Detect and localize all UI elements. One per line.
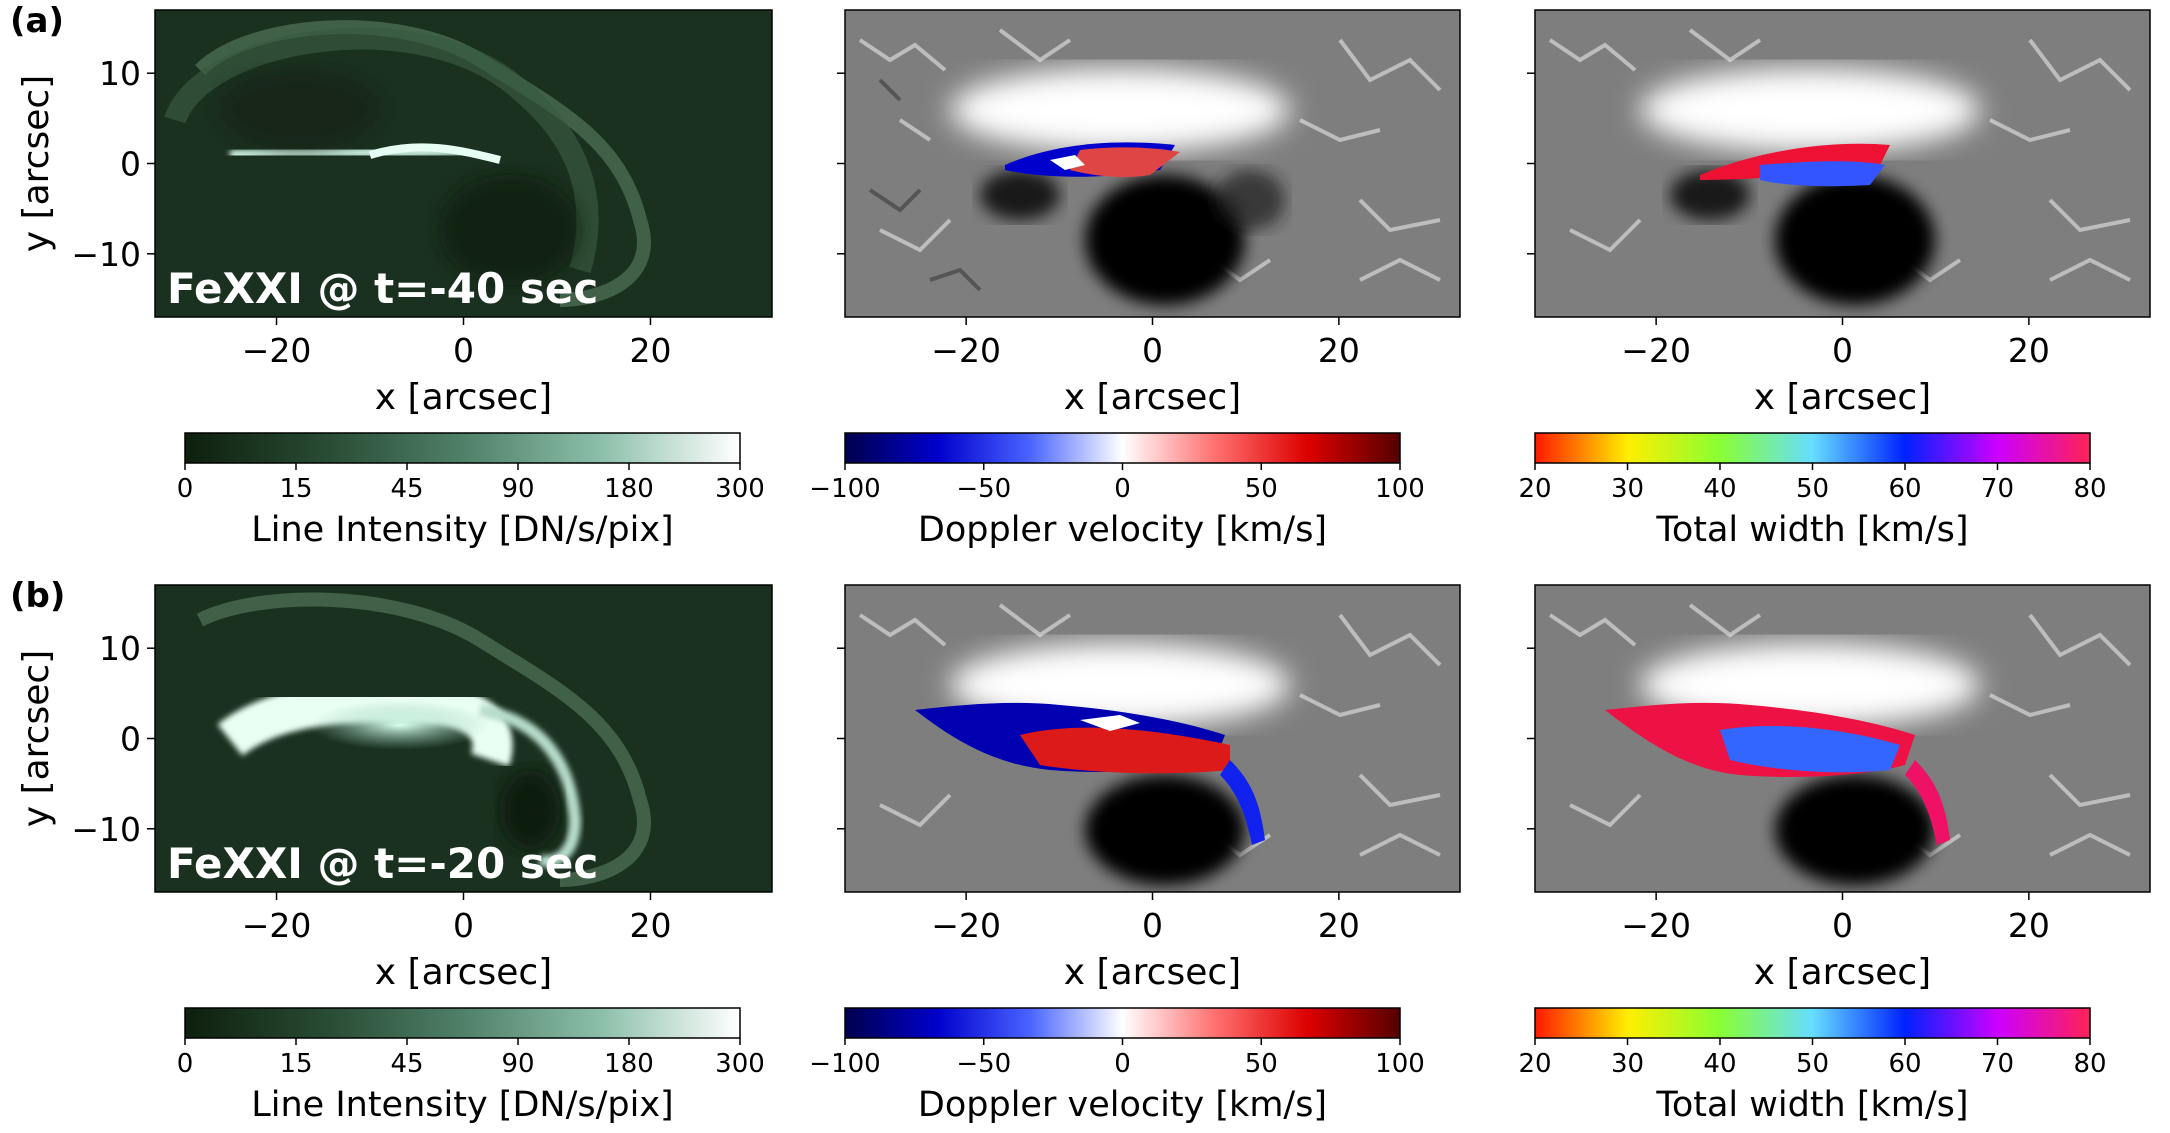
colorbar-label: Total width [km/s] [1655, 510, 1968, 550]
panel-a-doppler [844, 9, 1461, 318]
colorbar-tick-label: 0 [177, 474, 194, 504]
colorbar-label: Doppler velocity [km/s] [918, 510, 1327, 550]
x-axis-label: x [arcsec] [1754, 377, 1931, 418]
colorbar-tick-label: −50 [956, 1049, 1011, 1079]
x-tick-label: 20 [629, 906, 671, 945]
chart-marks: (a)−20 0 20x [arcsec]100−10y [arcsec]FeXXI… [10, 1, 2107, 1125]
panel-a-width [1534, 9, 2151, 318]
x-tick-label: 0 [453, 906, 474, 945]
y-tick-label: −10 [71, 810, 141, 849]
colorbar [184, 432, 741, 464]
colorbar [1534, 1007, 2091, 1039]
y-tick-label: 10 [99, 629, 141, 668]
colorbar-tick-label: 30 [1611, 1049, 1644, 1079]
panel-label: (a) [10, 1, 64, 41]
colorbar-tick-label: 70 [1981, 1049, 2014, 1079]
colorbar [844, 432, 1401, 464]
x-tick-label: 20 [2008, 331, 2050, 370]
colorbar-tick-label: −50 [956, 474, 1011, 504]
colorbar-tick-label: −100 [809, 1049, 880, 1079]
panel-b-width [1534, 584, 2151, 893]
colorbar-tick-label: 300 [715, 474, 765, 504]
colorbar-tick-label: 0 [177, 1049, 194, 1079]
x-tick-label: 20 [1318, 331, 1360, 370]
colorbar-tick-label: −100 [809, 474, 880, 504]
x-axis-label: x [arcsec] [375, 377, 552, 418]
colorbar-tick-label: 0 [1114, 474, 1131, 504]
colorbar-label: Line Intensity [DN/s/pix] [251, 1085, 673, 1125]
colorbar-tick-label: 15 [279, 474, 312, 504]
colorbar-tick-label: 70 [1981, 474, 2014, 504]
colorbar-tick-label: 80 [2073, 1049, 2106, 1079]
x-tick-label: 0 [1832, 906, 1853, 945]
y-axis-label: y [arcsec] [16, 75, 57, 252]
x-tick-label: −20 [931, 331, 1001, 370]
colorbar-tick-label: 100 [1375, 1049, 1425, 1079]
y-tick-label: 10 [99, 54, 141, 93]
x-tick-label: −20 [242, 331, 312, 370]
colorbar-tick-label: 50 [1796, 474, 1829, 504]
colorbar-tick-label: 180 [604, 1049, 654, 1079]
colorbar-tick-label: 300 [715, 1049, 765, 1079]
x-axis-label: x [arcsec] [1754, 952, 1931, 993]
colorbar-label: Total width [km/s] [1655, 1085, 1968, 1125]
y-tick-label: 0 [120, 145, 141, 184]
colorbar [184, 1007, 741, 1039]
colorbar-tick-label: 20 [1518, 1049, 1551, 1079]
colorbar-label: Doppler velocity [km/s] [918, 1085, 1327, 1125]
colorbar-tick-label: 90 [501, 474, 534, 504]
x-tick-label: 0 [1142, 906, 1163, 945]
y-axis-label: y [arcsec] [16, 650, 57, 827]
x-axis-label: x [arcsec] [375, 952, 552, 993]
x-tick-label: 0 [1832, 331, 1853, 370]
x-tick-label: −20 [242, 906, 312, 945]
panel-annotation: FeXXI @ t=-40 sec [167, 264, 598, 313]
colorbar-tick-label: 50 [1796, 1049, 1829, 1079]
colorbar [844, 1007, 1401, 1039]
colorbar-tick-label: 15 [279, 1049, 312, 1079]
x-tick-label: −20 [1621, 906, 1691, 945]
colorbar [1534, 432, 2091, 464]
x-tick-label: −20 [931, 906, 1001, 945]
panel-a-intensity [154, 9, 773, 318]
colorbar-tick-label: 50 [1245, 474, 1278, 504]
colorbar-tick-label: 60 [1888, 1049, 1921, 1079]
y-tick-label: −10 [71, 235, 141, 274]
panel-label: (b) [10, 576, 65, 616]
colorbar-label: Line Intensity [DN/s/pix] [251, 510, 673, 550]
x-tick-label: −20 [1621, 331, 1691, 370]
panel-b-doppler [844, 584, 1461, 893]
x-tick-label: 20 [2008, 906, 2050, 945]
colorbar-tick-label: 180 [604, 474, 654, 504]
colorbar-tick-label: 60 [1888, 474, 1921, 504]
colorbar-tick-label: 45 [390, 474, 423, 504]
x-tick-label: 20 [1318, 906, 1360, 945]
colorbar-tick-label: 40 [1703, 1049, 1736, 1079]
colorbar-tick-label: 50 [1245, 1049, 1278, 1079]
colorbar-tick-label: 45 [390, 1049, 423, 1079]
colorbar-tick-label: 80 [2073, 474, 2106, 504]
x-tick-label: 0 [1142, 331, 1163, 370]
x-axis-label: x [arcsec] [1064, 952, 1241, 993]
x-tick-label: 20 [629, 331, 671, 370]
colorbar-tick-label: 40 [1703, 474, 1736, 504]
colorbar-tick-label: 30 [1611, 474, 1644, 504]
x-axis-label: x [arcsec] [1064, 377, 1241, 418]
x-tick-label: 0 [453, 331, 474, 370]
colorbar-tick-label: 100 [1375, 474, 1425, 504]
y-tick-label: 0 [120, 720, 141, 759]
panel-annotation: FeXXI @ t=-20 sec [167, 839, 598, 888]
panel-b-intensity [154, 584, 773, 893]
colorbar-tick-label: 0 [1114, 1049, 1131, 1079]
colorbar-tick-label: 90 [501, 1049, 534, 1079]
colorbar-tick-label: 20 [1518, 474, 1551, 504]
